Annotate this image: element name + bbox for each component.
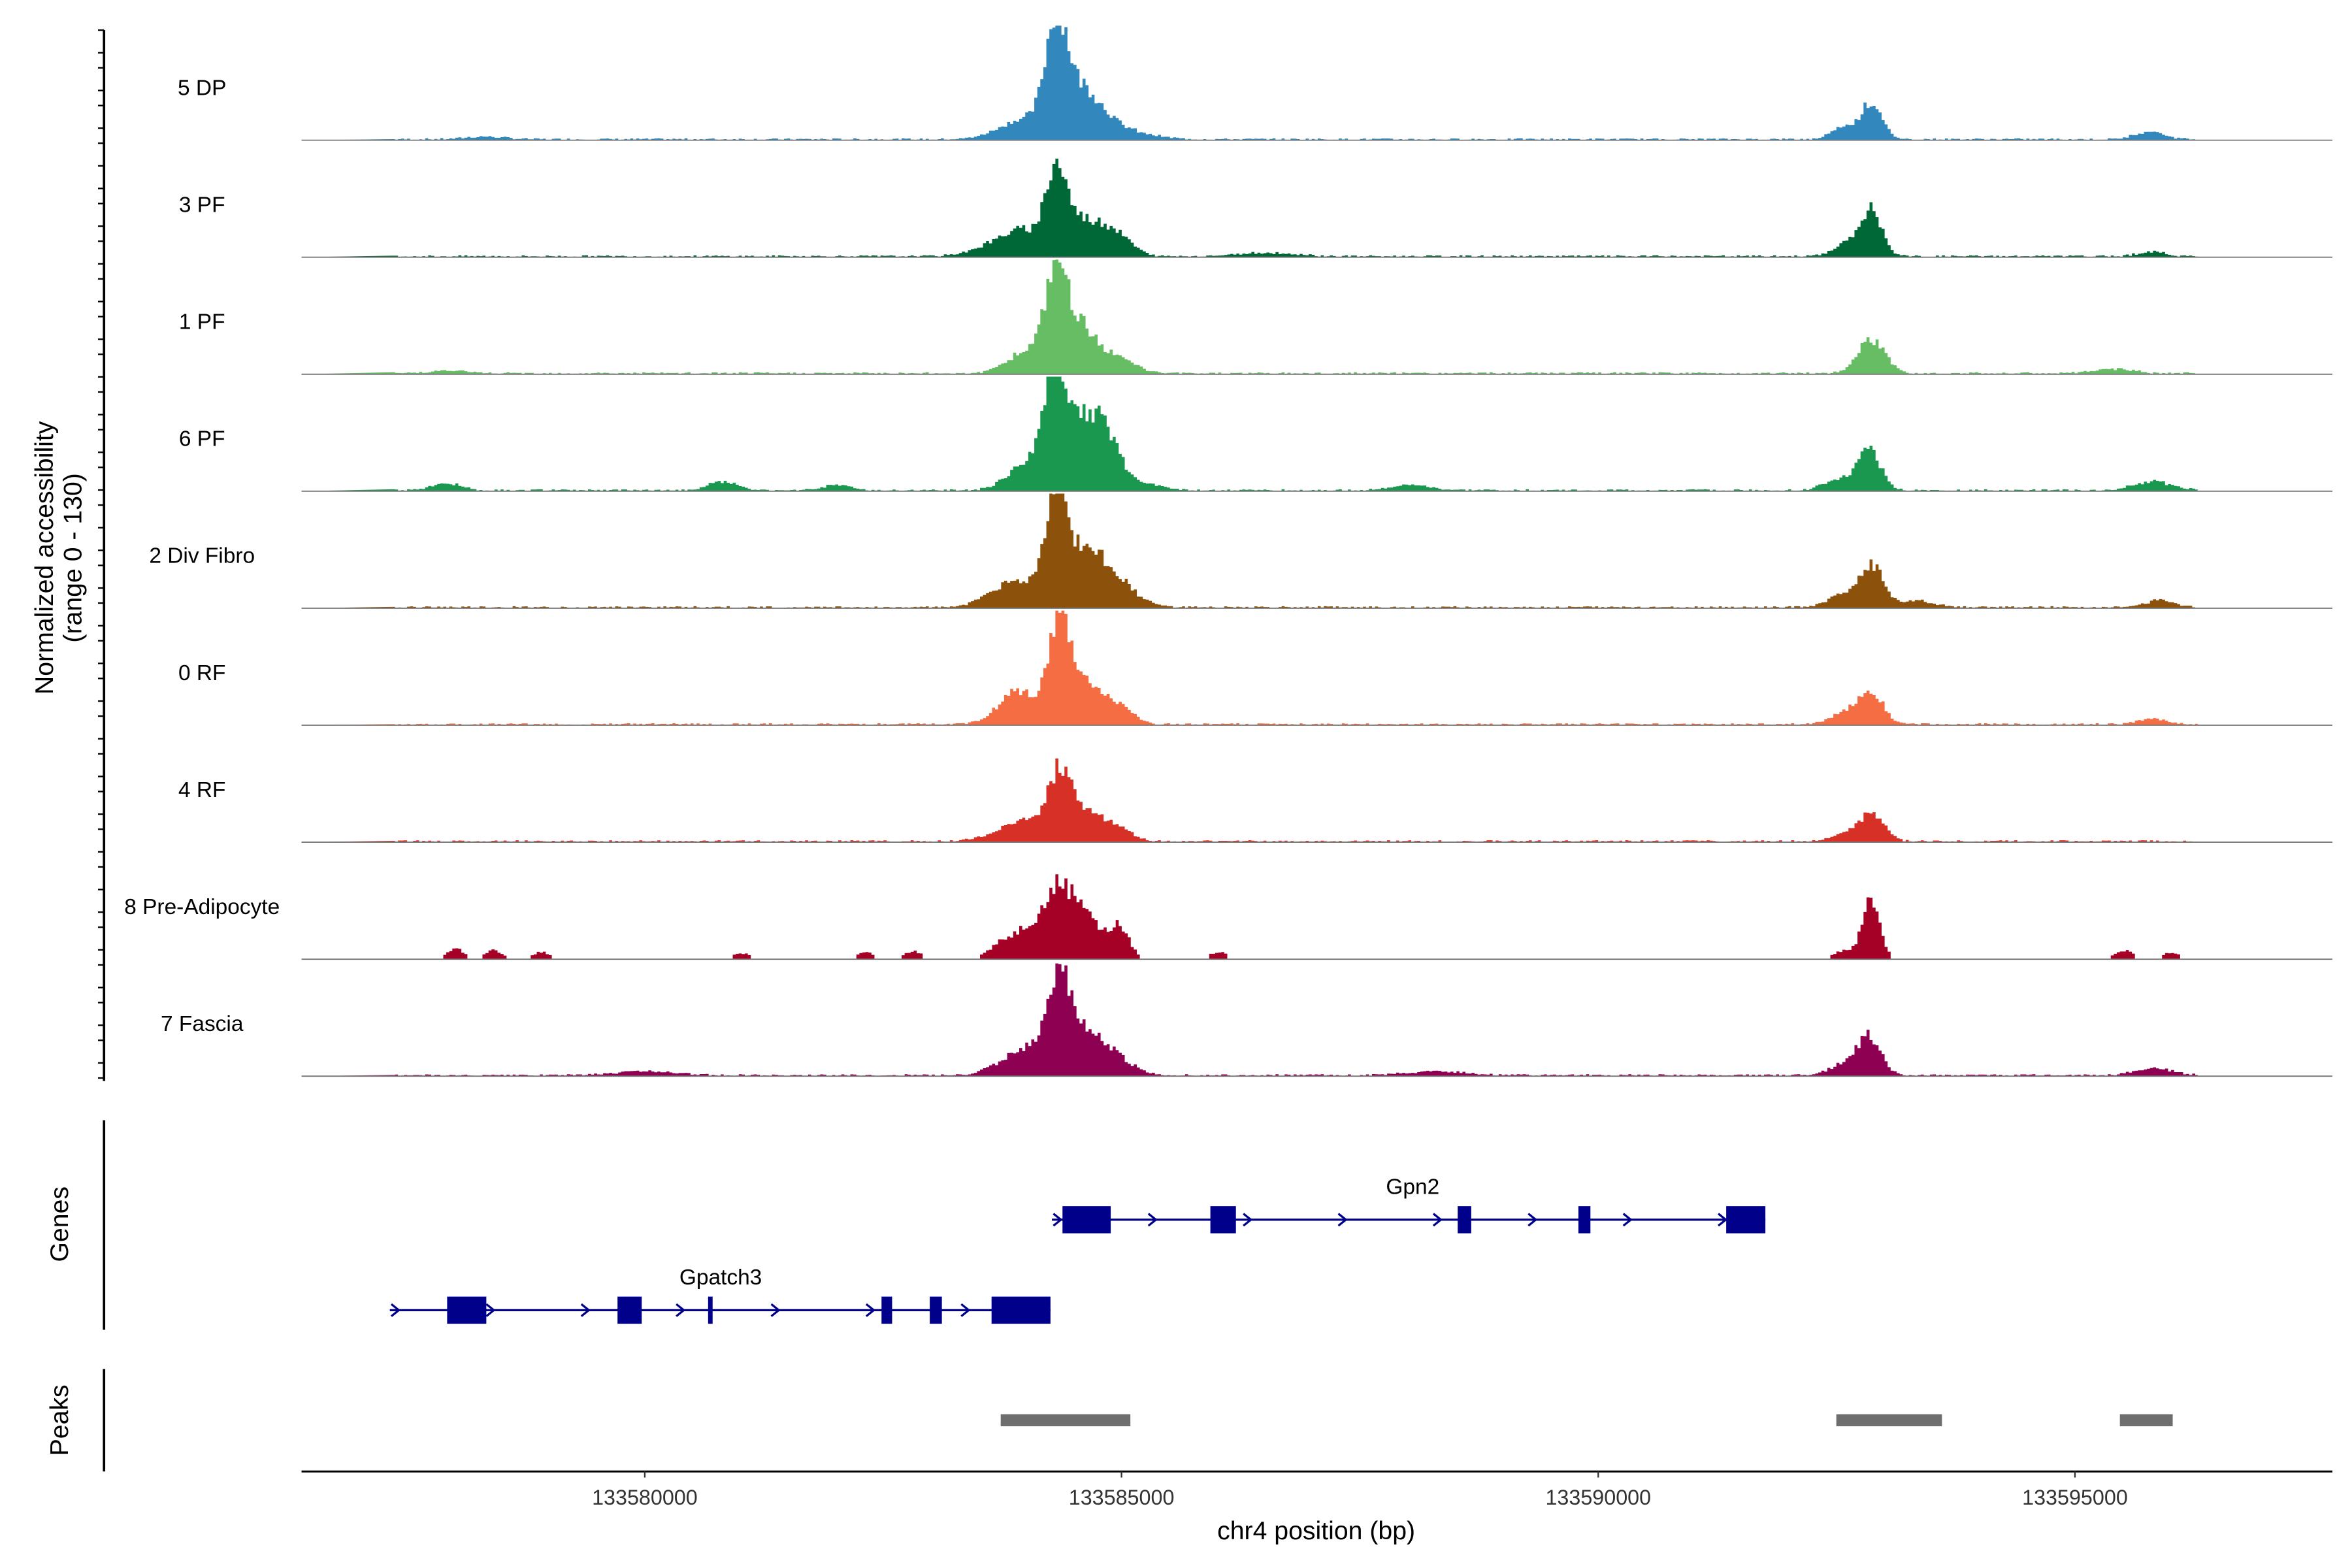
coverage-tracks: 5 DP 3 PF 1 PF 6 PF 2 Div Fibro 0 RF 4 RF 8 Pre…: [124, 25, 2332, 1077]
strand-arrow-icon: [1622, 1213, 1633, 1227]
gene-gpn2: Gpn2: [1052, 1175, 1766, 1233]
genes-track-label: Genes: [45, 1186, 74, 1262]
track-3-pf: 3 PF: [179, 158, 2332, 258]
x-axis-title: chr4 position (bp): [1217, 1516, 1415, 1545]
strand-arrow-icon: [1718, 1213, 1728, 1227]
y-axis-title: Normalized accessibility (range 0 - 130): [30, 421, 88, 694]
track-2-div-fibro: 2 Div Fibro: [149, 493, 2332, 609]
coverage-area: [301, 376, 2198, 491]
coverage-area: [301, 759, 2198, 843]
x-tick-label: 133580000: [592, 1486, 698, 1509]
strand-arrow-icon: [580, 1303, 591, 1317]
coverage-area: [301, 259, 2198, 374]
coverage-area: [301, 158, 2198, 257]
gene-exon: [1726, 1206, 1766, 1233]
track-1-pf: 1 PF: [179, 259, 2332, 375]
peak-region: [1000, 1414, 1131, 1427]
coverage-area: [301, 874, 2198, 960]
peak-region: [1836, 1414, 1942, 1427]
track-label: 0 RF: [178, 661, 226, 685]
gene-exon: [1062, 1206, 1111, 1233]
track-5-dp: 5 DP: [178, 25, 2332, 141]
peaks-track-label: Peaks: [45, 1384, 74, 1456]
gene-annotations: Gpn2 Gpatch3: [389, 1175, 1766, 1324]
x-tick-label: 133585000: [1069, 1486, 1175, 1509]
track-label: 6 PF: [179, 427, 225, 451]
y-axis-title-line-1: Normalized accessibility: [30, 421, 59, 694]
strand-arrow-icon: [1147, 1213, 1158, 1227]
strand-arrow-icon: [1337, 1213, 1348, 1227]
track-label: 3 PF: [179, 193, 225, 217]
coverage-area: [301, 25, 2198, 140]
coverage-area: [301, 493, 2198, 608]
track-label: 7 Fascia: [161, 1012, 244, 1036]
strand-arrow-icon: [390, 1303, 401, 1317]
gene-exon: [1458, 1206, 1471, 1233]
coverage-area: [301, 610, 2198, 725]
gene-name-label: Gpn2: [1386, 1175, 1439, 1200]
gene-exon: [1578, 1206, 1591, 1233]
x-axis-ticks: 133580000 133585000 133590000 133595000: [592, 1471, 2128, 1509]
gene-gpatch3: Gpatch3: [389, 1266, 1051, 1324]
gene-exon: [991, 1296, 1051, 1324]
track-label: 5 DP: [178, 76, 226, 100]
track-6-pf: 6 PF: [179, 376, 2332, 492]
gene-exon: [930, 1296, 942, 1324]
y-axis-title-line-2: (range 0 - 130): [59, 473, 88, 642]
strand-arrow-icon: [485, 1303, 496, 1317]
track-0-rf: 0 RF: [178, 610, 2332, 726]
track-7-fascia: 7 Fascia: [161, 963, 2332, 1077]
strand-arrow-icon: [770, 1303, 781, 1317]
gene-exon: [881, 1296, 892, 1324]
track-label: 2 Div Fibro: [149, 544, 255, 568]
track-8-pre-adipocyte: 8 Pre-Adipocyte: [124, 874, 2332, 960]
track-label: 8 Pre-Adipocyte: [124, 895, 280, 919]
x-tick-label: 133595000: [2022, 1486, 2128, 1509]
peak-region: [2119, 1414, 2173, 1427]
x-tick-label: 133590000: [1545, 1486, 1651, 1509]
strand-arrow-icon: [1527, 1213, 1538, 1227]
strand-arrow-icon: [865, 1303, 876, 1317]
gene-exon: [617, 1296, 642, 1324]
strand-arrow-icon: [1432, 1213, 1443, 1227]
peak-regions: [1000, 1414, 2173, 1427]
strand-arrow-icon: [1053, 1213, 1063, 1227]
gene-exon: [1210, 1206, 1236, 1233]
y-axis-ticks: [98, 29, 105, 1079]
coverage-area: [301, 963, 2198, 1077]
gene-exon: [447, 1296, 487, 1324]
gene-exon: [708, 1296, 713, 1324]
track-label: 1 PF: [179, 310, 225, 335]
track-label: 4 RF: [178, 778, 226, 802]
strand-arrow-icon: [676, 1303, 686, 1317]
track-4-rf: 4 RF: [178, 759, 2332, 843]
gene-name-label: Gpatch3: [679, 1266, 762, 1290]
strand-arrow-icon: [960, 1303, 971, 1317]
strand-arrow-icon: [1243, 1213, 1253, 1227]
